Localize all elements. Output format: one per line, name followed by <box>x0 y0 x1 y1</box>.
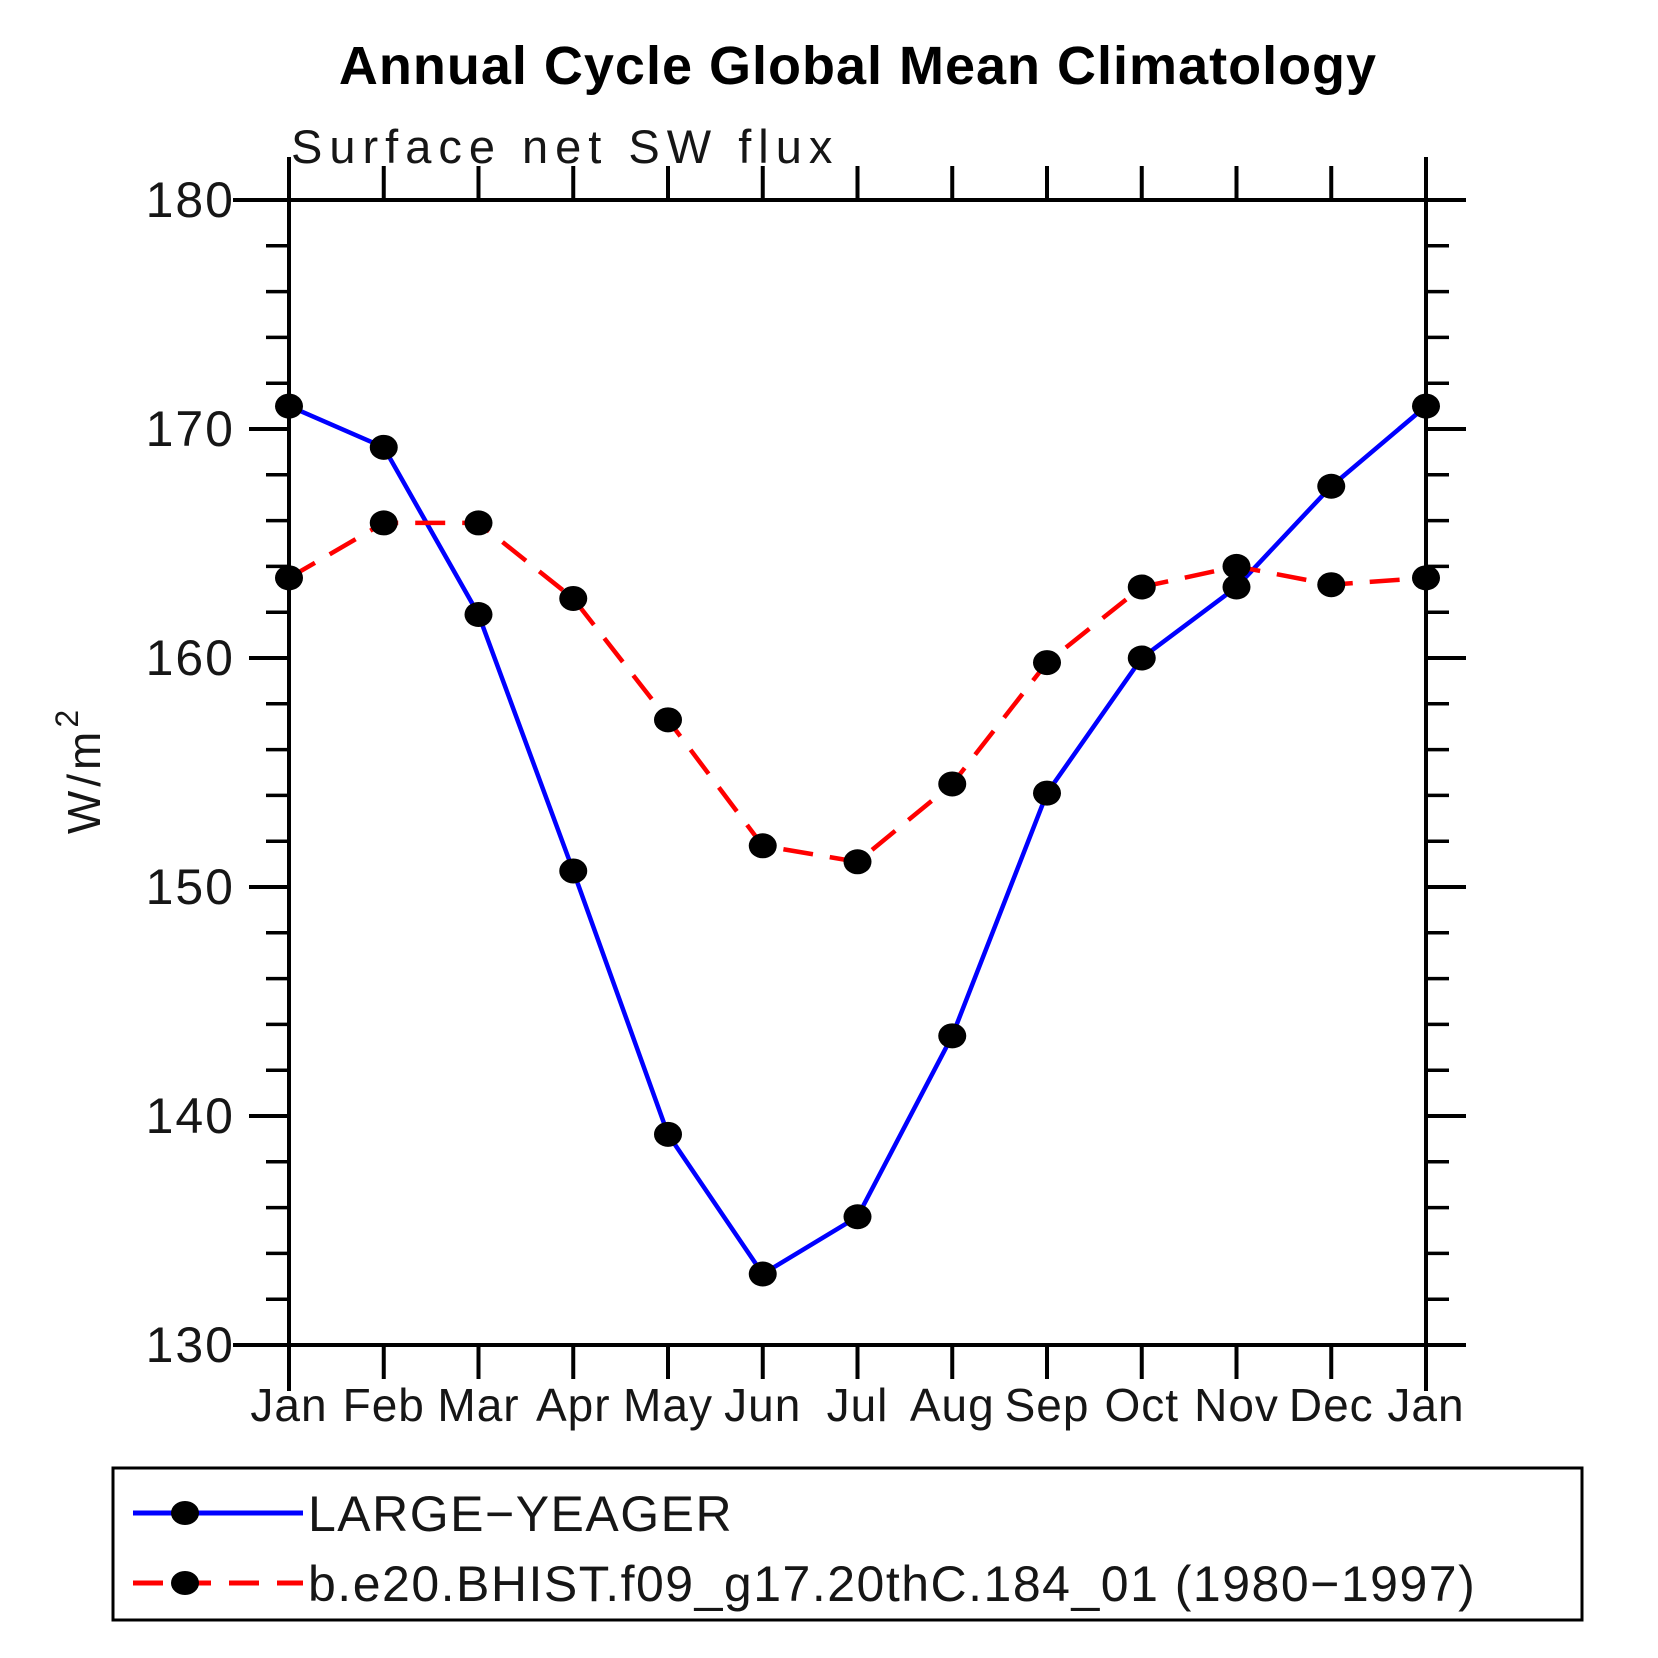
legend-marker-dot <box>171 1571 199 1595</box>
x-tick-label: Oct <box>1104 1379 1179 1431</box>
chart-subtitle: Surface net SW flux <box>291 120 839 173</box>
data-point-series-1 <box>1412 565 1440 591</box>
y-tick-label: 140 <box>146 1088 235 1144</box>
y-tick-label: 180 <box>146 172 235 228</box>
data-point-series-1 <box>1127 574 1156 600</box>
x-tick-label: Nov <box>1194 1379 1279 1431</box>
x-tick-label: Sep <box>1005 1379 1090 1431</box>
data-point-series-0 <box>843 1204 872 1230</box>
data-point-series-0 <box>654 1121 682 1147</box>
x-tick-label: Apr <box>536 1379 611 1431</box>
x-tick-label: Jan <box>1387 1379 1464 1431</box>
y-axis-label-exponent: 2 <box>49 706 85 728</box>
data-point-series-1 <box>275 565 303 591</box>
data-point-series-0 <box>275 393 303 419</box>
x-tick-label: Jun <box>724 1379 801 1431</box>
data-point-series-1 <box>559 585 588 611</box>
plot-area: 130 140 150 160 170 180 Jan Feb Mar Apr May Jun Jul A… <box>146 157 1466 1431</box>
legend-marker-dot <box>171 1501 199 1525</box>
legend-box <box>111 1466 1584 1622</box>
y-axis-label: W/m2 <box>49 706 110 834</box>
x-tick-label: Jan <box>250 1379 327 1431</box>
data-point-series-1 <box>1033 650 1061 676</box>
data-point-series-0 <box>938 1023 967 1049</box>
y-tick-label: 130 <box>146 1317 235 1373</box>
data-point-series-0 <box>1222 574 1251 600</box>
series-line-0 <box>288 404 1428 1278</box>
x-tick-label: Jul <box>827 1379 889 1431</box>
data-point-series-0 <box>464 601 493 627</box>
chart-title: Annual Cycle Global Mean Climatology <box>339 36 1377 96</box>
data-point-series-1 <box>748 833 777 859</box>
legend-label-model-run: b.e20.BHIST.f09_g17.20thC.184_01 (1980−1… <box>308 1556 1476 1612</box>
x-tick-label: May <box>623 1379 713 1431</box>
y-tick-label: 160 <box>146 630 235 686</box>
legend-label-large-yeager: LARGE−YEAGER <box>308 1486 733 1542</box>
y-tick-label: 170 <box>146 401 235 457</box>
legend: LARGE−YEAGER b.e20.BHIST.f09_g17.20thC.1… <box>111 1466 1584 1622</box>
data-point-series-0 <box>369 434 398 460</box>
x-tick-label: Dec <box>1289 1379 1374 1431</box>
data-point-series-1 <box>464 510 493 536</box>
data-point-series-1 <box>369 510 398 536</box>
data-point-series-1 <box>938 771 967 797</box>
x-tick-label: Aug <box>910 1379 995 1431</box>
data-point-series-0 <box>1317 473 1346 499</box>
y-axis-label-base: W/m <box>58 728 110 835</box>
y-tick-label: 150 <box>146 859 235 915</box>
data-point-series-0 <box>1033 780 1061 806</box>
data-point-series-1 <box>654 707 682 733</box>
data-point-series-0 <box>1127 645 1156 671</box>
data-point-series-1 <box>1317 572 1346 598</box>
series-line-1 <box>287 520 1427 865</box>
data-point-series-0 <box>559 858 588 884</box>
x-tick-label: Feb <box>343 1379 425 1431</box>
svg-text:W/m2: W/m2 <box>49 706 110 834</box>
data-point-series-1 <box>1222 553 1251 579</box>
x-tick-label: Mar <box>437 1379 519 1431</box>
data-point-series-0 <box>748 1261 777 1287</box>
data-point-series-0 <box>1412 393 1440 419</box>
data-point-series-1 <box>843 849 872 875</box>
